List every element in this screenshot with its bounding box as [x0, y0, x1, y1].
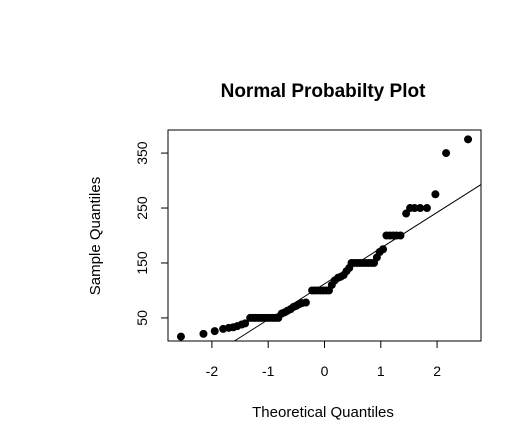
data-point — [241, 319, 250, 328]
data-point — [210, 327, 219, 336]
plot-frame — [167, 129, 482, 342]
data-point — [442, 149, 451, 158]
chart-title: Normal Probabilty Plot — [221, 81, 426, 102]
y-tick-label: 250 — [134, 196, 150, 220]
y-axis-label: Sample Quantiles — [87, 177, 104, 295]
y-tick-label: 350 — [134, 141, 150, 165]
data-point — [301, 298, 310, 307]
data-point — [410, 204, 419, 213]
data-point — [422, 204, 431, 213]
data-point — [379, 245, 388, 254]
data-point — [176, 332, 185, 341]
x-tick-label: -2 — [206, 363, 219, 379]
y-tick-label: 150 — [134, 251, 150, 275]
data-point — [464, 135, 473, 144]
data-point — [416, 204, 425, 213]
x-tick-label: -1 — [262, 363, 275, 379]
x-axis: -2 -1 0 1 2 — [206, 340, 441, 379]
x-tick-label: 0 — [321, 363, 329, 379]
data-point — [199, 329, 208, 338]
x-tick-label: 1 — [377, 363, 385, 379]
x-axis-label: Theoretical Quantiles — [252, 404, 394, 421]
data-points — [176, 135, 473, 341]
y-tick-label: 50 — [134, 310, 150, 326]
x-tick-label: 2 — [433, 363, 441, 379]
data-point — [431, 190, 440, 199]
data-point — [396, 231, 405, 240]
y-axis: 50 150 250 350 — [134, 141, 169, 326]
